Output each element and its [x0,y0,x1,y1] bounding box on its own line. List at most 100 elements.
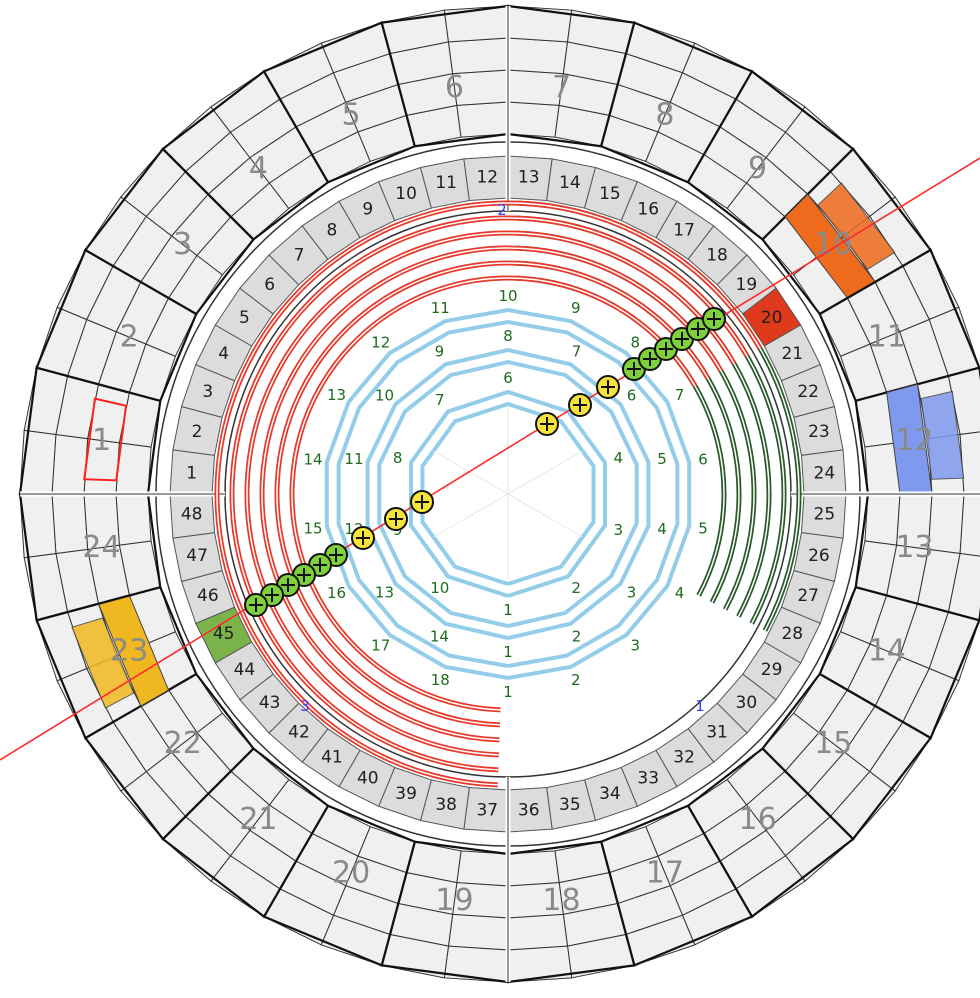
track-hit-inner-3 [351,526,375,550]
middle-cell-label-2: 2 [192,422,203,442]
strip-label-3-7: 7 [675,386,685,404]
strip-label-2-10: 10 [375,386,394,404]
middle-cell-label-21: 21 [781,344,803,364]
outer-module-label-11: 11 [868,320,906,355]
middle-cell-24: 24 [800,449,847,495]
outer-module-label-19: 19 [435,883,473,918]
reconstructed-track [0,157,980,761]
strip-label-1-2: 2 [571,579,581,597]
strip-label-3-1: 1 [503,683,513,701]
middle-cell-21: 21 [763,324,821,382]
outer-module-22: 22 [83,672,255,841]
middle-cell-39: 39 [377,766,432,822]
middle-cell-label-13: 13 [518,168,540,188]
middle-cell-25: 25 [800,493,847,539]
middle-cell-23: 23 [793,405,844,456]
middle-cell-label-6: 6 [264,275,275,295]
middle-cell-label-31: 31 [706,722,728,742]
beam-pipe-guides [433,408,583,580]
strip-label-3-9: 9 [571,299,581,317]
outer-module-label-13: 13 [895,530,933,565]
strip-label-2-14: 14 [430,627,449,645]
track-hit-inner-2 [384,507,408,531]
strip-label-2-13: 13 [375,584,394,602]
strip-label-3-11: 11 [431,299,450,317]
middle-cell-label-35: 35 [559,795,581,815]
middle-cell-label-46: 46 [197,586,219,606]
outer-module-14: 14 [818,585,980,740]
strip-label-3-5: 5 [698,519,708,537]
sector-label-1: 1 [695,697,705,715]
strip-label-3-3: 3 [630,637,640,655]
middle-cell-28: 28 [763,606,821,664]
outer-module-label-5: 5 [342,98,361,133]
middle-cell-label-25: 25 [814,505,836,525]
middle-cell-48: 48 [169,493,216,539]
strip-label-1-8: 8 [393,449,403,467]
strip-label-3-14: 14 [303,451,322,469]
middle-cell-16: 16 [620,181,678,239]
middle-cell-label-9: 9 [362,200,373,220]
middle-cell-label-1: 1 [186,463,197,483]
middle-cell-46: 46 [180,570,236,625]
outer-hit-cell-12-b [920,390,965,480]
middle-cell-label-28: 28 [781,624,803,644]
middle-cell-label-37: 37 [476,800,498,820]
middle-cell-label-18: 18 [706,246,728,266]
middle-cell-label-43: 43 [259,693,281,713]
middle-cell-label-3: 3 [202,382,213,402]
outer-module-2: 2 [35,248,198,403]
strip-label-3-4: 4 [675,584,685,602]
outer-module-5: 5 [262,21,417,184]
outer-hit-cell-23-b [71,617,135,709]
outer-module-label-16: 16 [738,802,776,837]
outer-module-label-21: 21 [239,802,277,837]
strip-label-1-6: 6 [503,369,513,387]
outer-module-label-23: 23 [110,633,148,668]
middle-cell-label-10: 10 [395,184,417,204]
track-hit-outer-lower-6 [244,593,268,617]
outer-module-label-1: 1 [92,423,111,458]
middle-cell-label-7: 7 [294,246,305,266]
middle-cell-label-26: 26 [808,546,830,566]
middle-cell-label-47: 47 [186,546,208,566]
middle-cell-label-45: 45 [213,624,235,644]
middle-cell-label-34: 34 [599,784,621,804]
strip-label-2-2: 2 [572,627,582,645]
middle-cell-36: 36 [507,786,553,833]
strip-label-2-3: 3 [627,584,637,602]
middle-cell-42: 42 [268,702,329,763]
track-hit-inner-4 [535,412,559,436]
outer-hit-cell-1 [83,397,128,482]
strip-label-2-7: 7 [572,343,582,361]
middle-cell-label-30: 30 [736,693,758,713]
strip-label-3-16: 16 [327,584,346,602]
strip-label-1-1: 1 [503,601,513,619]
middle-cell-label-17: 17 [673,220,695,240]
outer-module-label-18: 18 [542,883,580,918]
strip-label-2-1: 1 [503,643,513,661]
strip-label-1-3: 3 [614,521,624,539]
middle-cell-label-22: 22 [797,382,819,402]
outer-module-label-6: 6 [445,70,464,105]
outer-module-20: 20 [262,804,417,967]
outer-module-label-3: 3 [173,227,192,262]
middle-cell-45: 45 [195,606,253,664]
outer-module-8: 8 [599,21,754,184]
middle-cell-30: 30 [716,673,777,734]
strip-label-2-8: 8 [503,327,513,345]
middle-cell-label-12: 12 [476,168,498,188]
strip-label-3-15: 15 [303,519,322,537]
middle-cell-label-16: 16 [637,200,659,220]
strip-label-2-5: 5 [657,450,667,468]
strip-label-2-6: 6 [627,386,637,404]
strip-label-3-2: 2 [571,671,581,689]
middle-cell-label-40: 40 [357,768,379,788]
middle-cell-32: 32 [655,728,715,788]
outer-module-label-15: 15 [814,726,852,761]
outer-module-24: 24 [18,492,162,622]
outer-module-3: 3 [83,147,255,316]
middle-cell-label-11: 11 [435,173,457,193]
